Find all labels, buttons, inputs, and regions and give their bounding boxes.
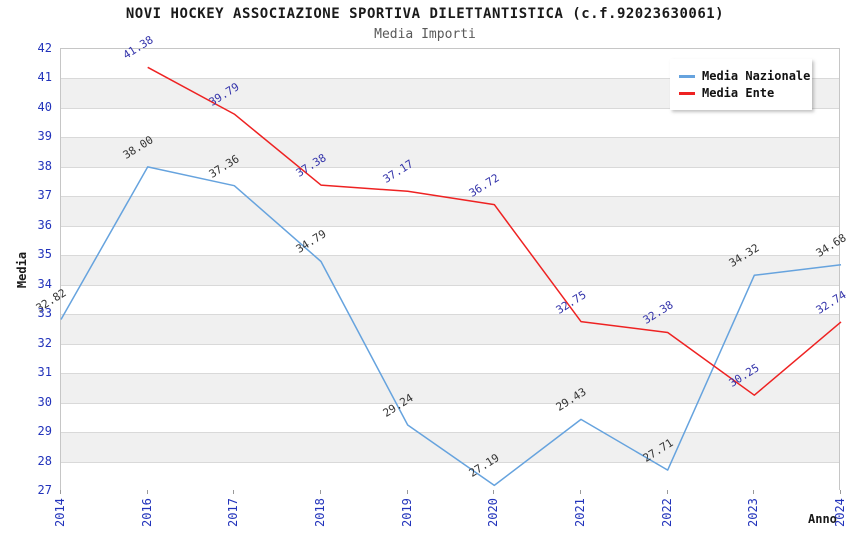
y-tick-label: 36 bbox=[37, 217, 52, 232]
legend: Media Nazionale Media Ente bbox=[670, 59, 812, 110]
y-tick-label: 42 bbox=[37, 41, 52, 55]
x-tick-label: 2014 bbox=[53, 498, 67, 527]
x-tick-mark bbox=[320, 490, 321, 494]
legend-item-media-nazionale: Media Nazionale bbox=[679, 69, 810, 83]
plot-band bbox=[61, 196, 839, 226]
x-axis-title: Anno bbox=[808, 512, 837, 526]
series-line-media-nazionale bbox=[60, 166, 842, 487]
gridline bbox=[61, 402, 839, 404]
legend-line-swatch-blue bbox=[679, 74, 695, 78]
plot-band bbox=[61, 225, 839, 256]
legend-line-swatch-red bbox=[679, 91, 695, 95]
x-tick-label: 2021 bbox=[573, 498, 587, 527]
x-tick-mark bbox=[60, 490, 61, 494]
x-tick-label: 2018 bbox=[313, 498, 327, 527]
gridline bbox=[61, 78, 839, 80]
y-tick-label: 39 bbox=[37, 129, 52, 144]
plot-band bbox=[61, 402, 839, 433]
chart-subtitle: Media Importi bbox=[374, 27, 476, 42]
x-tick-mark bbox=[406, 490, 408, 494]
gridline bbox=[61, 137, 839, 139]
plot-band bbox=[61, 166, 839, 197]
y-tick-label: 31 bbox=[37, 365, 52, 380]
y-tick-label: 37 bbox=[37, 188, 52, 203]
plot-band bbox=[61, 107, 839, 138]
chart-title: NOVI HOCKEY ASSOCIAZIONE SPORTIVA DILETT… bbox=[125, 6, 725, 22]
legend-label: Media Ente bbox=[702, 86, 775, 100]
x-tick-mark bbox=[753, 490, 755, 494]
x-tick-mark bbox=[233, 490, 235, 494]
x-tick-mark bbox=[666, 490, 668, 494]
legend-label: Media Nazionale bbox=[702, 69, 811, 83]
y-tick-label: 40 bbox=[37, 99, 52, 114]
gridline bbox=[61, 225, 839, 227]
series-lines bbox=[60, 66, 842, 487]
gridline bbox=[61, 255, 839, 257]
y-tick-label: 35 bbox=[37, 247, 52, 262]
gridline bbox=[61, 461, 839, 463]
x-tick-label: 2020 bbox=[486, 498, 501, 527]
y-tick-label: 38 bbox=[37, 158, 52, 173]
x-tick-label: 2017 bbox=[226, 498, 241, 527]
x-tick-label: 2023 bbox=[746, 498, 761, 527]
y-tick-label: 30 bbox=[37, 394, 52, 409]
y-tick-label: 28 bbox=[37, 453, 52, 468]
y-tick-label: 29 bbox=[37, 424, 52, 439]
gridline bbox=[61, 314, 839, 316]
plot-area: 32.82 38.00 37.36 34.79 29.24 27.19 29.43 27.71… bbox=[34, 34, 849, 491]
legend-item-media-ente: Media Ente bbox=[679, 86, 803, 100]
plot-band bbox=[61, 137, 839, 167]
y-axis-title: Media bbox=[15, 251, 29, 289]
x-tick-label: 2016 bbox=[139, 498, 154, 527]
gridline bbox=[61, 166, 839, 168]
plot-band bbox=[61, 255, 839, 285]
gridline bbox=[61, 343, 839, 345]
x-tick-mark bbox=[146, 490, 148, 494]
y-tick-label: 27 bbox=[37, 483, 52, 497]
gridline bbox=[61, 196, 839, 198]
gridline bbox=[61, 373, 839, 375]
y-tick-label: 33 bbox=[37, 306, 52, 321]
plot-band bbox=[61, 432, 839, 462]
plot-band bbox=[61, 284, 839, 315]
gridline bbox=[61, 107, 839, 109]
gridline bbox=[61, 284, 839, 286]
x-tick-mark bbox=[840, 490, 841, 494]
x-tick-mark bbox=[580, 490, 581, 494]
plot-band bbox=[61, 461, 839, 491]
plot-band bbox=[61, 314, 839, 344]
plot-band bbox=[61, 343, 839, 374]
x-tick-mark bbox=[493, 490, 495, 494]
y-tick-label: 34 bbox=[37, 276, 52, 291]
gridline bbox=[61, 432, 839, 434]
y-tick-label: 41 bbox=[37, 70, 52, 85]
series-line-media-ente bbox=[147, 66, 842, 396]
y-tick-label: 32 bbox=[37, 335, 52, 350]
x-tick-label: 2019 bbox=[399, 498, 414, 527]
x-tick-label: 2022 bbox=[659, 498, 674, 527]
